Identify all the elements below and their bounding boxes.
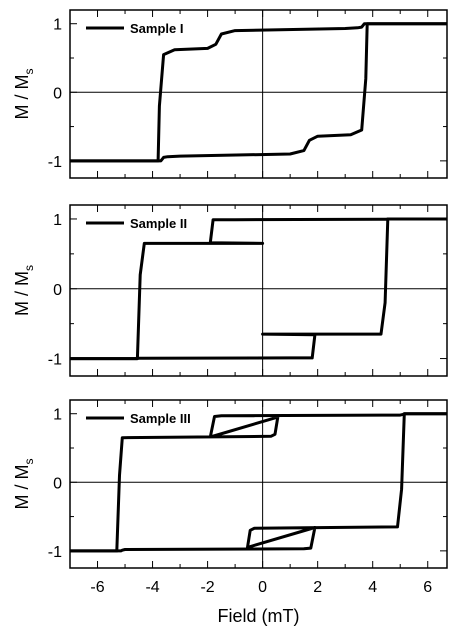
x-tick-label: -4 <box>145 579 159 596</box>
x-tick-label: 0 <box>258 579 267 596</box>
hysteresis-branch-2 <box>70 217 447 361</box>
panel-2: -1 0 1 M / Ms Sample II <box>12 204 448 377</box>
legend-label: Sample II <box>130 216 187 231</box>
y-tick-label: 1 <box>53 17 62 34</box>
plot-frame <box>69 9 448 179</box>
y-tick-label: 0 <box>53 85 62 102</box>
legend-label: Sample I <box>130 21 183 36</box>
x-axis-label: Field (mT) <box>218 606 300 626</box>
hysteresis-branch-1 <box>70 22 447 163</box>
x-tick-label: 6 <box>423 579 432 596</box>
legend-label: Sample III <box>130 411 191 426</box>
y-tick-label: -1 <box>48 352 62 369</box>
hysteresis-branch-2 <box>70 412 447 553</box>
y-tick-label: 1 <box>53 407 62 424</box>
x-tick-label: -6 <box>90 579 104 596</box>
y-axis-label: M / Ms <box>12 459 36 510</box>
y-axis-label: M / Ms <box>12 69 36 120</box>
y-tick-label: -1 <box>48 544 62 561</box>
y-tick-label: 1 <box>53 212 62 229</box>
hysteresis-branch-2 <box>70 22 447 163</box>
y-tick-label: -1 <box>48 154 62 171</box>
x-tick-label: 4 <box>368 579 377 596</box>
y-axis-label: M / Ms <box>12 265 36 316</box>
hysteresis-branch-1 <box>70 412 447 553</box>
panel-3: -1 0 1 M / Ms Sample III -6 -4 -2 0 2 4 6 Field (mT) <box>12 399 448 626</box>
plot-frame <box>69 204 448 377</box>
plot-frame <box>69 399 448 569</box>
panel-1: -1 0 1 M / Ms Sample I <box>12 9 448 179</box>
x-tick-label: -2 <box>200 579 214 596</box>
x-tick-label: 2 <box>313 579 322 596</box>
y-tick-label: 0 <box>53 475 62 492</box>
y-tick-label: 0 <box>53 282 62 299</box>
